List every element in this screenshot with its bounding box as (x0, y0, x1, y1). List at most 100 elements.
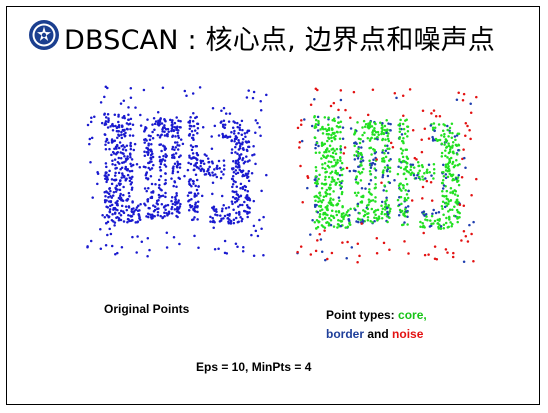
point-marker (387, 159, 391, 162)
point-marker (324, 167, 327, 171)
point-marker (146, 198, 150, 201)
point-marker (188, 154, 191, 158)
point-marker (164, 178, 167, 182)
point-marker (161, 126, 165, 129)
point-marker (117, 113, 120, 117)
point-marker (388, 248, 391, 251)
point-marker (346, 214, 350, 217)
point-marker (158, 155, 161, 159)
point-marker (170, 207, 173, 211)
point-marker (242, 148, 245, 151)
point-marker (246, 149, 249, 153)
point-marker (337, 116, 340, 119)
point-marker (163, 146, 166, 149)
point-marker (309, 233, 312, 236)
point-marker (464, 134, 467, 137)
point-marker (425, 168, 429, 171)
point-marker (214, 213, 217, 216)
point-marker (163, 215, 166, 218)
point-marker (389, 129, 392, 132)
point-marker (329, 214, 333, 218)
point-marker (245, 141, 249, 144)
point-marker (469, 111, 473, 115)
point-marker (449, 156, 453, 160)
point-marker (201, 159, 205, 163)
point-marker (406, 169, 409, 173)
point-marker (370, 193, 373, 196)
point-marker (433, 126, 437, 129)
point-marker (356, 157, 360, 160)
point-marker (386, 144, 389, 148)
point-marker (231, 177, 235, 181)
point-marker (193, 216, 196, 219)
point-marker (359, 218, 362, 221)
point-marker (353, 144, 356, 148)
point-marker (399, 195, 403, 199)
point-marker (254, 162, 257, 166)
point-marker (462, 260, 466, 263)
point-marker (171, 171, 174, 175)
point-marker (114, 124, 117, 128)
point-marker (194, 203, 197, 206)
point-marker (324, 156, 328, 160)
point-marker (385, 198, 388, 202)
point-marker (108, 186, 112, 190)
point-marker (441, 200, 445, 203)
point-marker (146, 150, 150, 154)
point-marker (147, 134, 151, 137)
point-marker (176, 141, 179, 144)
point-marker (118, 141, 122, 144)
point-marker (111, 122, 114, 126)
point-marker (220, 170, 223, 173)
point-marker (314, 199, 317, 202)
point-marker (296, 250, 299, 254)
point-marker (315, 203, 318, 207)
point-marker (373, 216, 376, 219)
point-types-plot (296, 87, 478, 264)
point-marker (105, 175, 109, 179)
point-marker (127, 118, 130, 122)
point-marker (212, 219, 215, 223)
point-marker (222, 164, 226, 167)
point-marker (406, 135, 409, 138)
point-marker (107, 119, 110, 122)
point-marker (159, 169, 162, 172)
point-marker (318, 215, 321, 218)
point-marker (164, 172, 167, 175)
point-marker (340, 214, 343, 218)
point-marker (368, 188, 371, 191)
point-marker (170, 177, 173, 180)
point-marker (386, 151, 390, 155)
point-marker (112, 140, 115, 143)
point-marker (323, 178, 327, 181)
point-marker (401, 122, 405, 126)
point-marker (448, 150, 452, 154)
point-marker (234, 162, 238, 165)
point-marker (455, 159, 458, 162)
point-marker (117, 130, 120, 133)
point-marker (150, 142, 153, 146)
point-marker (334, 134, 337, 138)
point-marker (313, 178, 317, 181)
point-marker (142, 165, 146, 169)
point-marker (434, 211, 438, 215)
point-marker (190, 148, 194, 152)
point-marker (427, 163, 431, 166)
point-marker (105, 165, 108, 169)
point-marker (136, 209, 140, 212)
point-marker (146, 236, 150, 240)
point-marker (106, 178, 109, 181)
point-marker (146, 212, 150, 216)
point-marker (116, 251, 119, 255)
point-marker (411, 163, 415, 166)
point-marker (138, 217, 141, 220)
point-marker (231, 174, 235, 178)
point-marker (334, 152, 338, 155)
point-marker (324, 194, 328, 198)
point-marker (128, 122, 132, 126)
point-marker (325, 221, 328, 225)
point-marker (447, 210, 450, 213)
point-marker (314, 227, 318, 230)
point-marker (316, 115, 320, 119)
point-marker (430, 199, 434, 202)
